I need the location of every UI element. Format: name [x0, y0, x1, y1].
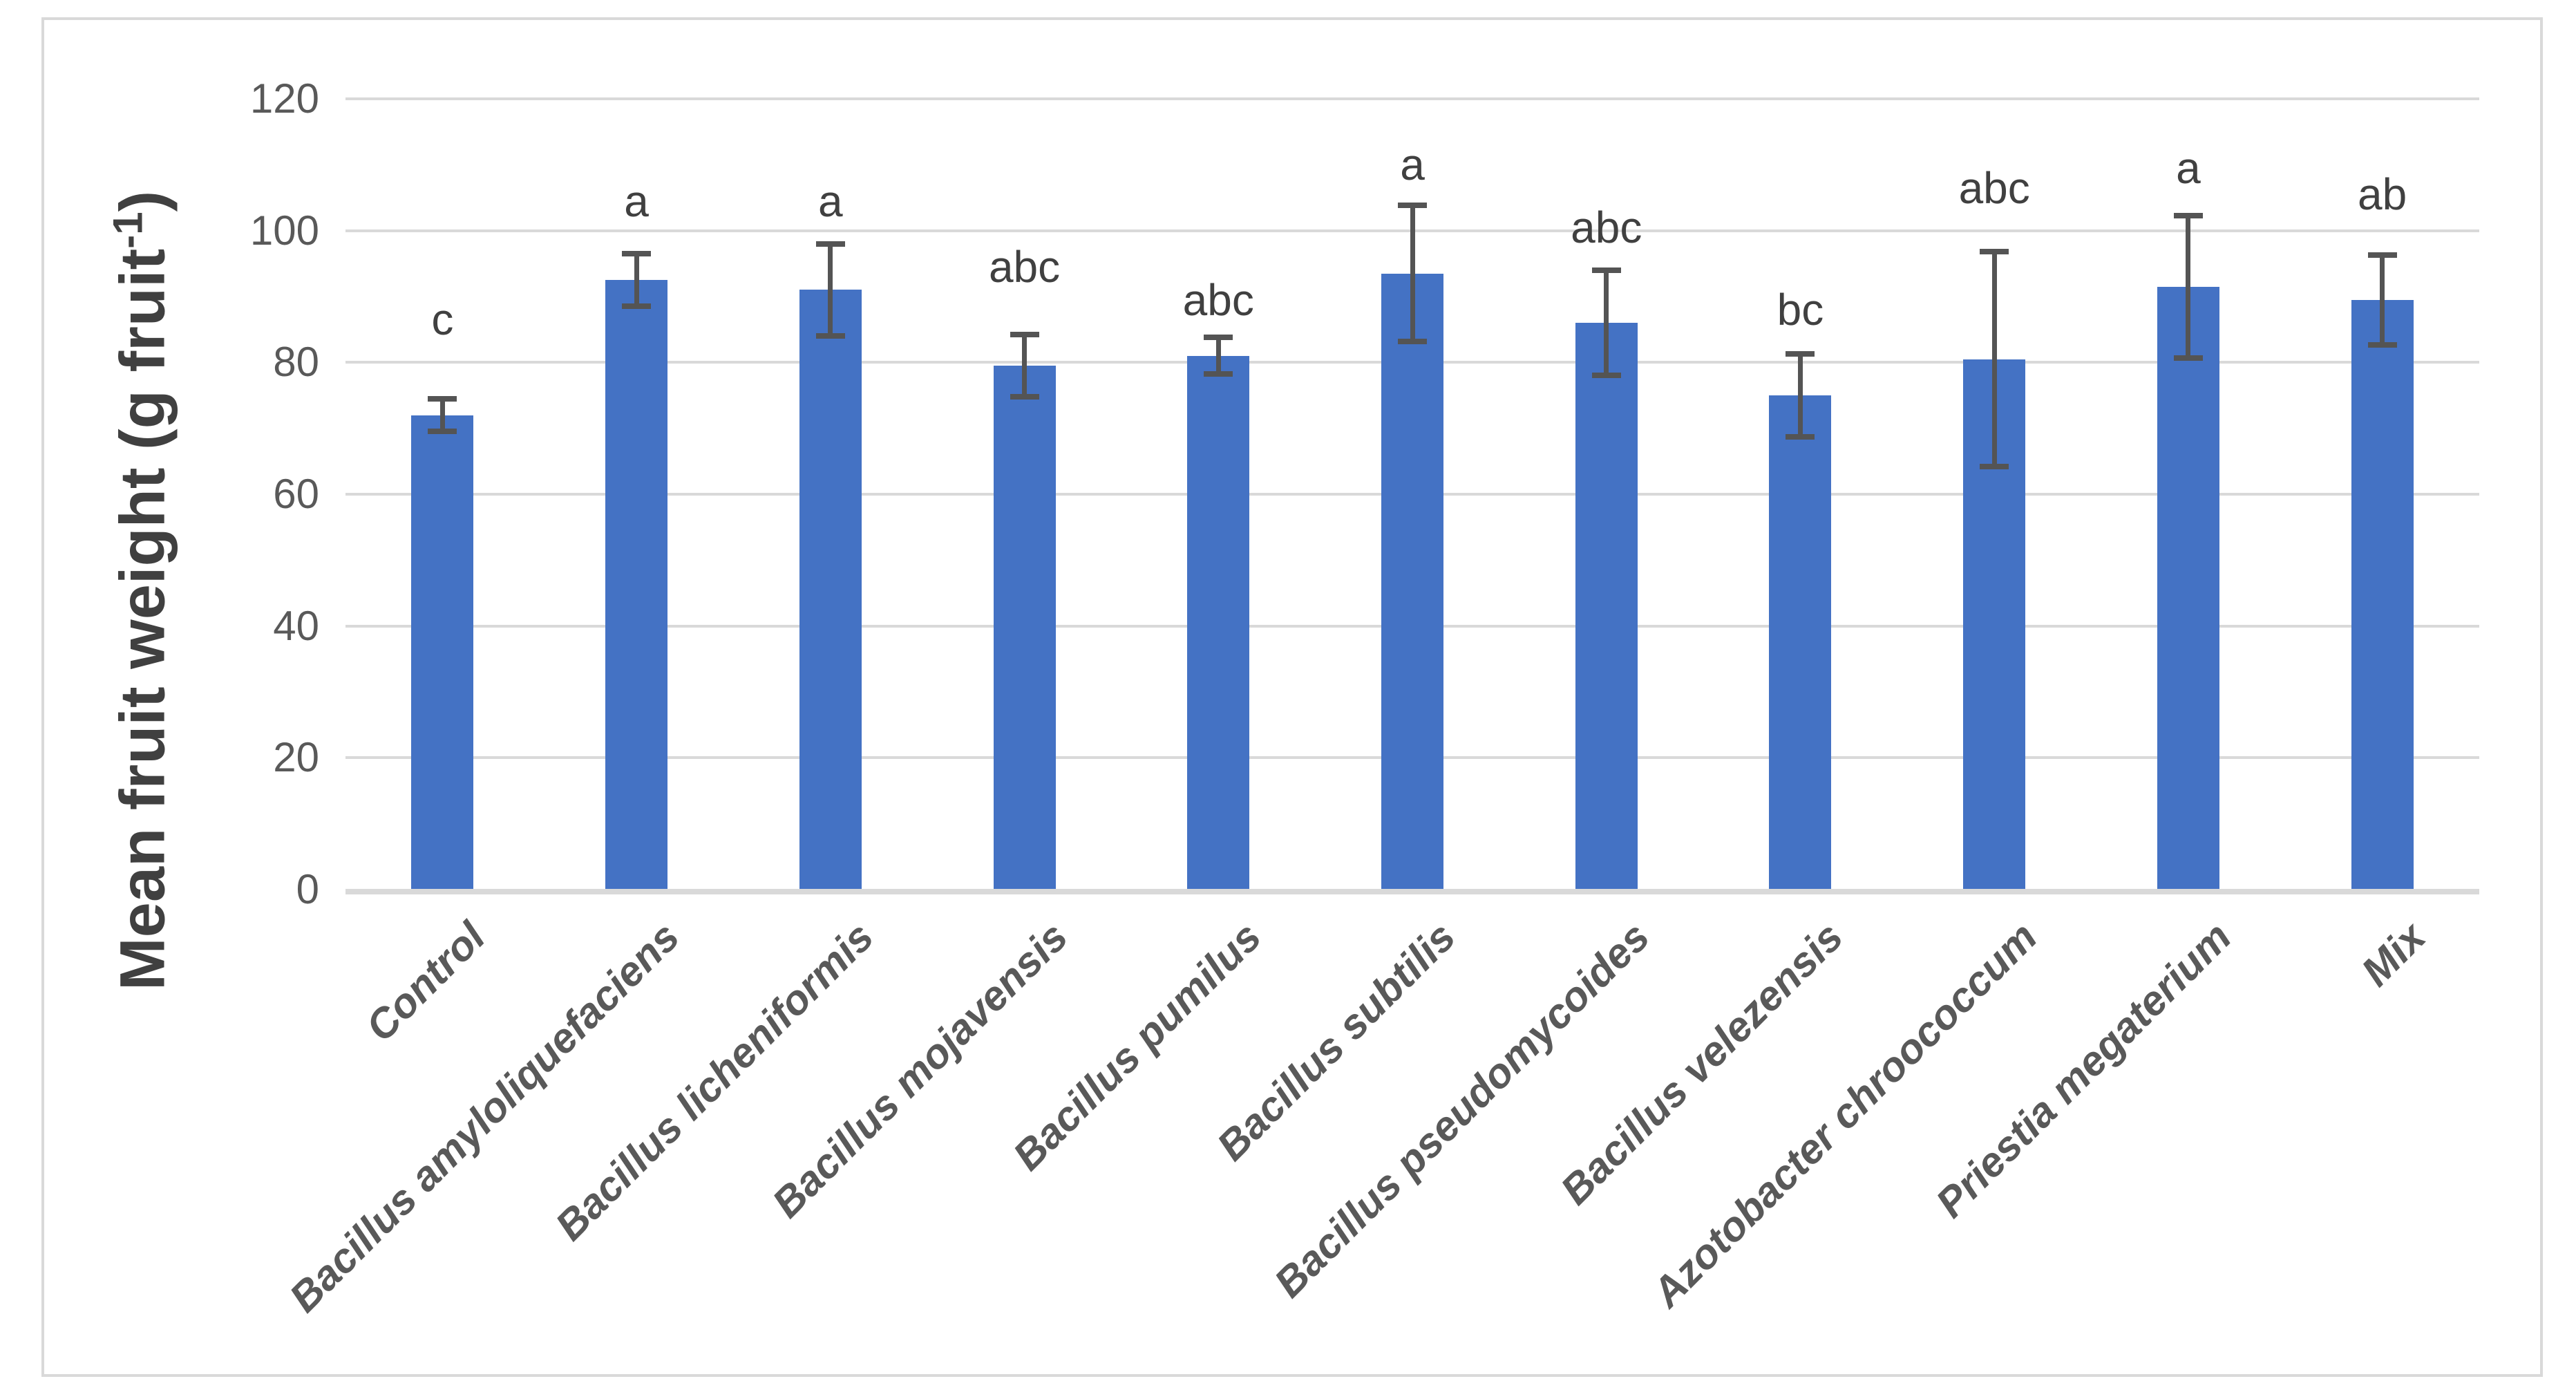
error-bar-top-cap [428, 395, 457, 402]
significance-letter: a [1400, 140, 1425, 190]
error-bar-bottom-cap [2173, 355, 2203, 361]
y-tick-label: 0 [296, 866, 319, 912]
error-bar-top-cap [622, 251, 652, 257]
error-bar-bottom-cap [622, 303, 652, 310]
bar [2351, 299, 2414, 890]
error-bar-top-cap [1786, 350, 1815, 357]
error-bar-bottom-cap [815, 333, 845, 339]
bar [2157, 286, 2219, 890]
error-bar-stem [439, 398, 445, 432]
error-bar-stem [828, 243, 833, 337]
significance-letter: a [624, 176, 649, 226]
error-bar-stem [2186, 215, 2191, 358]
error-bar-top-cap [2173, 212, 2203, 218]
bar [1187, 355, 1250, 890]
error-bar-top-cap [1980, 249, 2009, 255]
y-tick-label: 120 [249, 75, 319, 122]
significance-letter: bc [1777, 285, 1824, 335]
bar [411, 415, 474, 890]
bar [799, 290, 862, 890]
significance-letter: a [2176, 143, 2201, 194]
error-bar-top-cap [1204, 335, 1233, 341]
y-tick-label: 60 [273, 471, 319, 517]
significance-letter: c [431, 294, 454, 345]
y-tick-label: 20 [273, 734, 319, 781]
error-bar-top-cap [815, 241, 845, 247]
error-bar-bottom-cap [2367, 341, 2397, 348]
error-bar-stem [1797, 353, 1803, 438]
error-bar-bottom-cap [1591, 373, 1621, 379]
x-axis-line [345, 889, 2479, 894]
error-bar-stem [1215, 337, 1221, 375]
error-bar-top-cap [1010, 332, 1039, 338]
error-bar-bottom-cap [1398, 338, 1427, 344]
y-tick-label: 40 [273, 602, 319, 649]
error-bar-stem [1604, 270, 1609, 376]
error-bar-bottom-cap [1786, 434, 1815, 440]
significance-letter: abc [1958, 162, 2030, 213]
error-bar-stem [1410, 205, 1415, 341]
y-tick-label: 80 [273, 339, 319, 386]
error-bar-bottom-cap [1980, 463, 2009, 469]
error-bar-top-cap [2367, 252, 2397, 258]
bar [1381, 273, 1443, 890]
chart-outer-border [41, 17, 2543, 1377]
significance-letter: abc [1571, 202, 1642, 252]
error-bar-stem [2380, 254, 2385, 345]
error-bar-top-cap [1591, 267, 1621, 273]
significance-letter: abc [1182, 274, 1254, 325]
y-gridline [345, 97, 2479, 100]
error-bar-bottom-cap [428, 429, 457, 435]
error-bar-top-cap [1398, 203, 1427, 209]
bar [1769, 395, 1832, 890]
bar [1575, 323, 1638, 890]
error-bar-bottom-cap [1204, 371, 1233, 377]
significance-letter: abc [988, 242, 1061, 292]
significance-letter: ab [2358, 169, 2407, 220]
bar [993, 366, 1056, 890]
error-bar-stem [1022, 335, 1027, 397]
y-axis-title: Mean fruit weight (g fruit-1) [104, 190, 178, 990]
significance-letter: a [818, 176, 843, 226]
bar [605, 280, 668, 890]
error-bar-stem [1991, 252, 1997, 467]
error-bar-stem [634, 254, 639, 307]
error-bar-bottom-cap [1010, 393, 1039, 400]
y-tick-label: 100 [249, 207, 319, 254]
